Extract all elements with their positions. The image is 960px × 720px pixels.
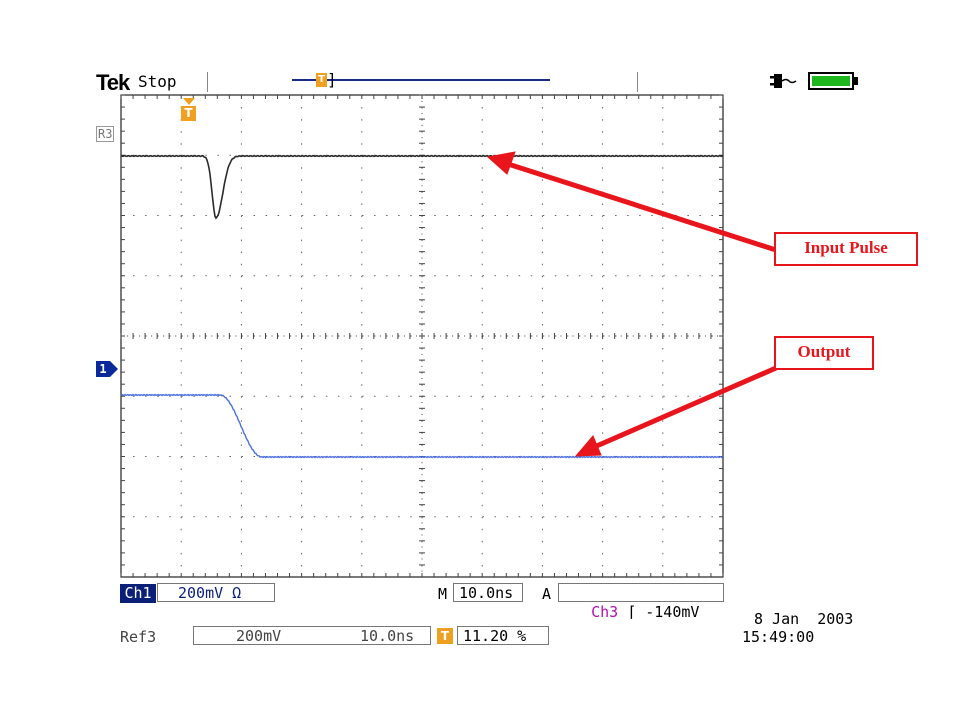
ref3-timebase: 10.0ns: [360, 627, 415, 645]
timebase-label: M: [438, 585, 448, 603]
record-view-bar: [292, 79, 550, 81]
trigger-source: Ch3: [591, 603, 619, 621]
input-pulse-callout: Input Pulse: [774, 232, 918, 266]
trigger-label: A: [542, 585, 552, 603]
graticule-grid: [120, 94, 724, 578]
brand-logo: Tek: [96, 70, 130, 95]
trigger-position-value: 11.20 %: [457, 626, 549, 645]
header-divider: [207, 72, 208, 92]
trigger-level: ⌈ -140mV: [627, 603, 700, 621]
output-arrow: [574, 365, 777, 457]
ch1-marker-pointer: [110, 361, 118, 377]
ref3-marker: R3: [96, 126, 115, 142]
ref3-settings: 200mV 10.0ns: [193, 626, 431, 645]
ch1-ground-marker: 1: [96, 361, 110, 377]
trigger-position-pointer: [183, 98, 195, 105]
trigger-position-marker: T: [181, 106, 196, 121]
input-pulse-trace: [120, 154, 724, 220]
ref3-label: Ref3: [120, 628, 157, 646]
record-view-bracket: ]: [327, 70, 337, 89]
record-trigger-marker: T: [316, 73, 327, 87]
header-divider: [637, 72, 638, 92]
ch1-scale: 200mV Ω: [157, 583, 275, 602]
input-pulse-arrow: [486, 151, 777, 253]
trigger-readout: Ch3 ⌈ -140mV: [558, 583, 724, 621]
acquisition-status: Stop: [138, 72, 177, 91]
timebase-value: 10.0ns: [453, 583, 523, 602]
output-trace: [120, 393, 724, 459]
trigger-pos-marker: T: [437, 628, 453, 644]
capture-time: 15:49:00: [742, 628, 815, 646]
output-callout: Output: [774, 336, 874, 370]
battery-icon: [808, 72, 860, 94]
ch1-label: Ch1: [120, 584, 156, 603]
plug-icon: [768, 70, 798, 96]
capture-date: 8 Jan 2003: [754, 610, 854, 628]
ref3-scale: 200mV: [236, 627, 282, 645]
